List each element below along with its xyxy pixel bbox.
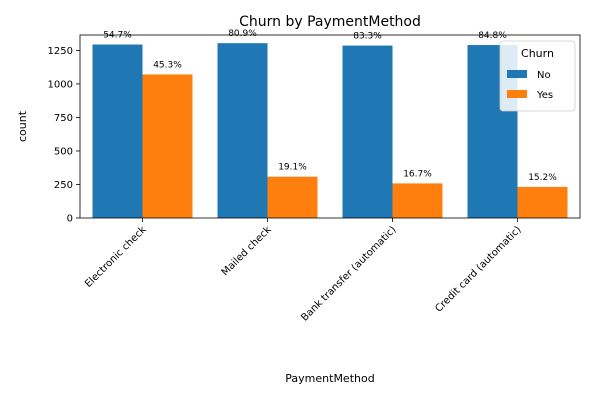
bar-value-label: 45.3% xyxy=(153,60,182,70)
x-axis-label: PaymentMethod xyxy=(285,372,374,385)
bar-value-label: 19.1% xyxy=(278,163,307,173)
bar-yes-2 xyxy=(392,183,443,218)
bar-no-2 xyxy=(342,45,393,218)
bar-no-1 xyxy=(217,43,268,218)
legend-label-no: No xyxy=(537,70,551,81)
bar-labels: 54.7% 80.9% 83.3% 84.8% 45.3% 19.1% 16.7% 15.2% xyxy=(103,29,557,183)
y-tick-label: 750 xyxy=(54,113,73,124)
y-axis-label: count xyxy=(16,110,29,142)
bar-yes-3 xyxy=(517,186,568,218)
bar-value-label: 54.7% xyxy=(103,31,132,41)
x-tick-label: Electronic check xyxy=(83,224,149,290)
x-tick-label: Mailed check xyxy=(220,224,274,278)
bar-value-label: 84.8% xyxy=(478,31,507,41)
bar-value-label: 80.9% xyxy=(228,29,257,39)
y-tick-label: 500 xyxy=(54,146,73,157)
y-tick-label: 0 xyxy=(67,214,73,225)
legend-swatch-yes xyxy=(507,90,527,98)
bar-value-label: 83.3% xyxy=(353,32,382,42)
legend-title: Churn xyxy=(521,47,554,60)
bar-yes-0 xyxy=(142,74,193,219)
chart-title: Churn by PaymentMethod xyxy=(239,14,421,30)
plot-frame xyxy=(79,34,581,219)
y-tick-label: 1250 xyxy=(48,46,73,57)
bar-value-label: 16.7% xyxy=(403,169,432,179)
legend-swatch-no xyxy=(507,70,527,78)
y-tick-label: 1000 xyxy=(48,79,73,90)
x-axis: Electronic check Mailed check Bank transfe… xyxy=(83,218,524,324)
x-tick-label: Credit card (automatic) xyxy=(433,224,523,314)
bar-yes-1 xyxy=(267,176,318,218)
legend: Churn No Yes xyxy=(499,40,576,112)
bar-value-label: 15.2% xyxy=(528,173,557,183)
x-tick-label: Bank transfer (automatic) xyxy=(299,224,398,323)
y-axis: 0 250 500 750 1000 1250 xyxy=(48,46,80,225)
bar-no-0 xyxy=(92,44,143,219)
y-tick-label: 250 xyxy=(54,180,73,191)
legend-label-yes: Yes xyxy=(536,90,553,101)
